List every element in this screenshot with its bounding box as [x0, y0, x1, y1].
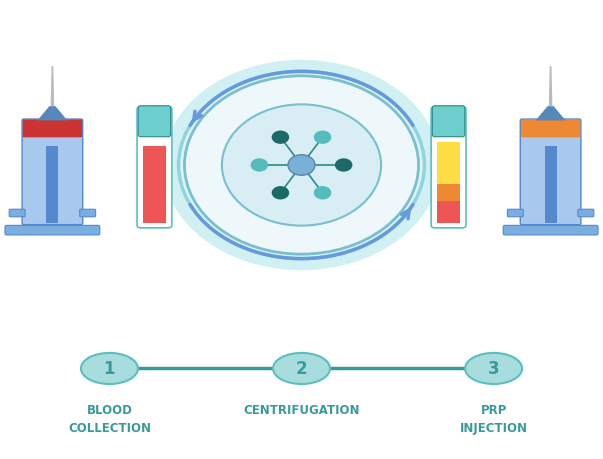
- FancyBboxPatch shape: [137, 107, 172, 229]
- Text: CENTRIFUGATION: CENTRIFUGATION: [243, 403, 360, 416]
- Text: 2: 2: [295, 360, 308, 378]
- Circle shape: [272, 187, 289, 200]
- FancyBboxPatch shape: [22, 120, 83, 225]
- Polygon shape: [143, 147, 166, 224]
- FancyBboxPatch shape: [23, 120, 82, 138]
- Polygon shape: [437, 143, 460, 185]
- Circle shape: [272, 131, 289, 145]
- FancyBboxPatch shape: [432, 106, 465, 137]
- Circle shape: [251, 159, 268, 172]
- Circle shape: [335, 159, 352, 172]
- Ellipse shape: [81, 353, 138, 384]
- Circle shape: [222, 105, 381, 226]
- FancyBboxPatch shape: [503, 226, 598, 235]
- Text: BLOOD
COLLECTION: BLOOD COLLECTION: [68, 403, 151, 434]
- Polygon shape: [437, 201, 460, 224]
- Polygon shape: [46, 147, 58, 224]
- Polygon shape: [545, 147, 557, 224]
- Text: 1: 1: [104, 360, 115, 378]
- Text: PRP
INJECTION: PRP INJECTION: [459, 403, 528, 434]
- FancyBboxPatch shape: [507, 210, 523, 217]
- Text: 3: 3: [488, 360, 499, 378]
- Polygon shape: [437, 185, 460, 201]
- Circle shape: [178, 72, 425, 259]
- Ellipse shape: [465, 353, 522, 384]
- Circle shape: [288, 156, 315, 176]
- FancyBboxPatch shape: [9, 210, 25, 217]
- FancyBboxPatch shape: [578, 210, 594, 217]
- Polygon shape: [37, 107, 68, 121]
- Polygon shape: [535, 107, 566, 121]
- Polygon shape: [51, 67, 54, 107]
- FancyBboxPatch shape: [80, 210, 96, 217]
- Circle shape: [163, 61, 440, 271]
- Circle shape: [314, 131, 331, 145]
- FancyBboxPatch shape: [138, 106, 171, 137]
- Ellipse shape: [273, 353, 330, 384]
- FancyBboxPatch shape: [431, 107, 466, 229]
- Circle shape: [314, 187, 331, 200]
- Circle shape: [185, 77, 418, 255]
- FancyBboxPatch shape: [520, 120, 581, 225]
- Polygon shape: [549, 67, 552, 107]
- FancyBboxPatch shape: [521, 120, 580, 138]
- FancyBboxPatch shape: [5, 226, 100, 235]
